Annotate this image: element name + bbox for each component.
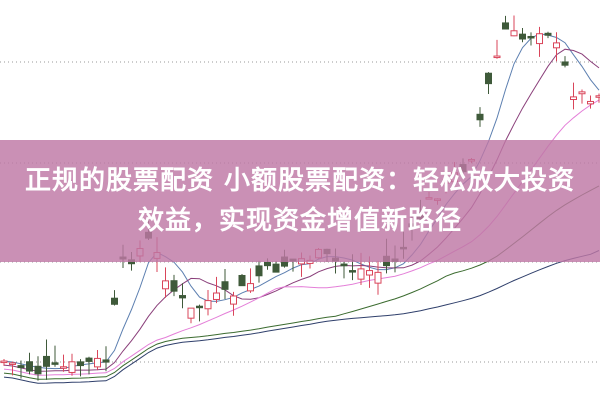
candle-down xyxy=(196,305,203,309)
candle-down xyxy=(264,261,271,267)
candle-down xyxy=(26,361,33,372)
candle-up xyxy=(366,270,373,276)
candle-down xyxy=(340,263,348,267)
candle-down xyxy=(238,274,246,287)
candle-up xyxy=(94,357,101,368)
candle-down xyxy=(43,355,50,367)
candle-up xyxy=(247,283,254,292)
candle-up xyxy=(162,280,169,290)
candle-down xyxy=(221,281,229,290)
candle-down xyxy=(476,113,484,121)
candle-up xyxy=(60,366,67,369)
candle-up xyxy=(9,362,16,365)
candle-up xyxy=(493,55,501,59)
candle-up xyxy=(553,42,560,49)
candle-up xyxy=(357,268,365,280)
candle-up xyxy=(68,361,76,373)
candle-down xyxy=(272,263,280,273)
candle-up xyxy=(204,300,212,310)
candle-up xyxy=(187,307,195,319)
candle-up xyxy=(374,271,382,284)
candle-down xyxy=(77,361,84,367)
moving-average-line xyxy=(3,250,600,384)
candle-up xyxy=(213,292,220,300)
candle-down xyxy=(170,280,178,292)
candle-down xyxy=(85,357,93,362)
candle-down xyxy=(527,35,535,39)
candle-up xyxy=(510,30,518,37)
candle-up xyxy=(595,95,600,98)
candle-up xyxy=(587,100,594,105)
banner-title: 正规的股票配资 小额股票配资：轻松放大投资效益，实现资金增值新路径 xyxy=(24,166,576,236)
candle-down xyxy=(519,33,526,40)
candle-down xyxy=(111,297,118,305)
candle-up xyxy=(536,33,543,45)
candle-up xyxy=(578,91,586,95)
candle-down xyxy=(544,32,552,36)
candle-down xyxy=(255,265,263,277)
title-banner: 正规的股票配资 小额股票配资：轻松放大投资效益，实现资金增值新路径 xyxy=(0,140,600,262)
candle-down xyxy=(561,61,569,66)
candle-down xyxy=(349,270,356,273)
candle-down xyxy=(179,295,186,299)
candle-down xyxy=(102,359,110,363)
candle-up xyxy=(0,360,8,364)
candle-down xyxy=(17,365,25,369)
candle-down xyxy=(34,365,42,375)
candle-down xyxy=(51,362,59,365)
candle-up xyxy=(230,295,237,305)
candle-down xyxy=(502,22,509,30)
candle-down xyxy=(485,72,492,85)
candle-up xyxy=(570,96,577,101)
